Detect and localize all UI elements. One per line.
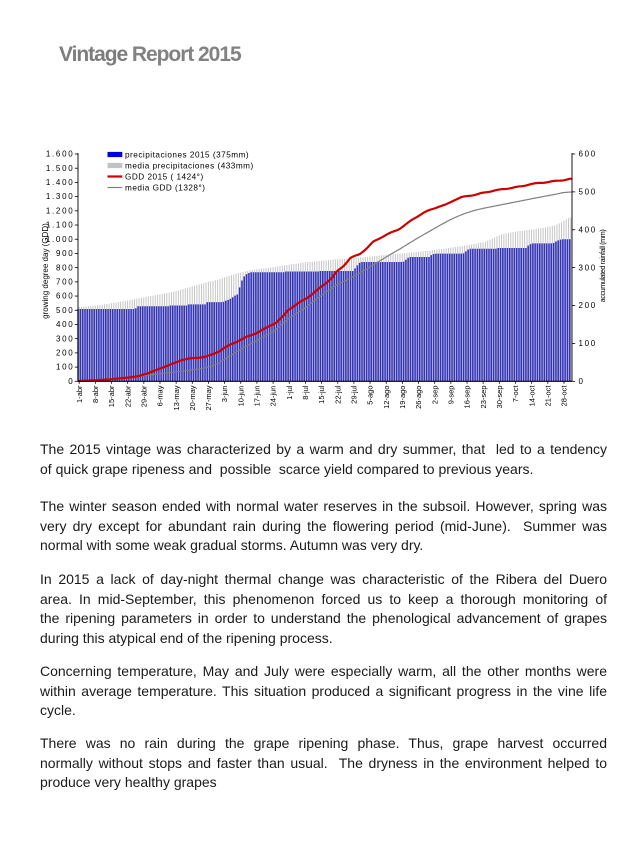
svg-text:GDD 2015 ( 1424°): GDD 2015 ( 1424°) bbox=[125, 173, 204, 182]
svg-text:30-sep: 30-sep bbox=[495, 386, 504, 409]
svg-text:0: 0 bbox=[68, 377, 74, 386]
svg-text:8-jul: 8-jul bbox=[301, 385, 310, 400]
svg-text:15-jul: 15-jul bbox=[317, 385, 326, 404]
svg-text:17-jun: 17-jun bbox=[253, 386, 262, 407]
svg-text:20-may: 20-may bbox=[188, 385, 197, 410]
svg-text:13-may: 13-may bbox=[172, 385, 181, 410]
svg-text:29-abr: 29-abr bbox=[139, 385, 148, 407]
svg-text:19-ago: 19-ago bbox=[398, 386, 407, 409]
svg-text:media GDD (1328°): media GDD (1328°) bbox=[125, 184, 206, 193]
svg-text:0: 0 bbox=[579, 377, 585, 386]
svg-text:23-sep: 23-sep bbox=[479, 386, 488, 409]
svg-text:5-ago: 5-ago bbox=[366, 386, 375, 405]
svg-text:7-oct: 7-oct bbox=[511, 385, 520, 403]
svg-text:600: 600 bbox=[56, 292, 74, 301]
svg-text:100: 100 bbox=[579, 339, 597, 348]
svg-text:21-oct: 21-oct bbox=[543, 385, 552, 407]
svg-text:26-ago: 26-ago bbox=[414, 386, 423, 409]
svg-text:precipitaciones 2015 (375mm): precipitaciones 2015 (375mm) bbox=[125, 151, 249, 160]
svg-text:1.400: 1.400 bbox=[46, 178, 75, 187]
svg-text:500: 500 bbox=[56, 306, 74, 315]
svg-text:1.100: 1.100 bbox=[46, 221, 75, 230]
svg-text:300: 300 bbox=[56, 334, 74, 343]
svg-text:900: 900 bbox=[56, 249, 74, 258]
svg-text:media precipitaciones (433mm): media precipitaciones (433mm) bbox=[125, 162, 254, 171]
svg-text:200: 200 bbox=[579, 301, 597, 310]
svg-text:600: 600 bbox=[579, 150, 597, 159]
svg-text:10-jun: 10-jun bbox=[236, 386, 245, 407]
svg-text:1-jul: 1-jul bbox=[285, 385, 294, 400]
svg-text:growing degree day (GDD): growing degree day (GDD) bbox=[41, 223, 50, 319]
svg-text:1.300: 1.300 bbox=[46, 192, 75, 201]
svg-text:14-oct: 14-oct bbox=[527, 385, 536, 407]
svg-text:1-abr: 1-abr bbox=[75, 385, 84, 403]
svg-text:8-abr: 8-abr bbox=[91, 385, 100, 403]
svg-text:3-jun: 3-jun bbox=[220, 386, 229, 403]
svg-text:300: 300 bbox=[579, 263, 597, 272]
svg-text:6-may: 6-may bbox=[156, 385, 165, 406]
svg-text:22-jul: 22-jul bbox=[333, 385, 342, 404]
svg-text:1.000: 1.000 bbox=[46, 235, 75, 244]
svg-text:24-jun: 24-jun bbox=[269, 386, 278, 407]
svg-text:1.500: 1.500 bbox=[46, 164, 75, 173]
svg-text:700: 700 bbox=[56, 277, 74, 286]
svg-text:800: 800 bbox=[56, 263, 74, 272]
svg-text:400: 400 bbox=[56, 320, 74, 329]
svg-text:29-jul: 29-jul bbox=[350, 385, 359, 404]
svg-text:9-sep: 9-sep bbox=[446, 386, 455, 405]
svg-text:100: 100 bbox=[56, 363, 74, 372]
svg-text:2-sep: 2-sep bbox=[430, 386, 439, 405]
svg-text:400: 400 bbox=[579, 225, 597, 234]
svg-text:500: 500 bbox=[579, 187, 597, 196]
svg-text:15-abr: 15-abr bbox=[107, 385, 116, 407]
svg-text:1.600: 1.600 bbox=[46, 150, 75, 159]
svg-text:accumulated rainfall (mm): accumulated rainfall (mm) bbox=[598, 230, 607, 303]
svg-text:1.200: 1.200 bbox=[46, 206, 75, 215]
svg-text:12-ago: 12-ago bbox=[382, 386, 391, 409]
svg-text:16-sep: 16-sep bbox=[463, 386, 472, 409]
svg-text:22-abr: 22-abr bbox=[123, 385, 132, 407]
svg-text:28-oct: 28-oct bbox=[560, 385, 569, 407]
svg-text:27-may: 27-may bbox=[204, 385, 213, 410]
svg-text:200: 200 bbox=[56, 348, 74, 357]
